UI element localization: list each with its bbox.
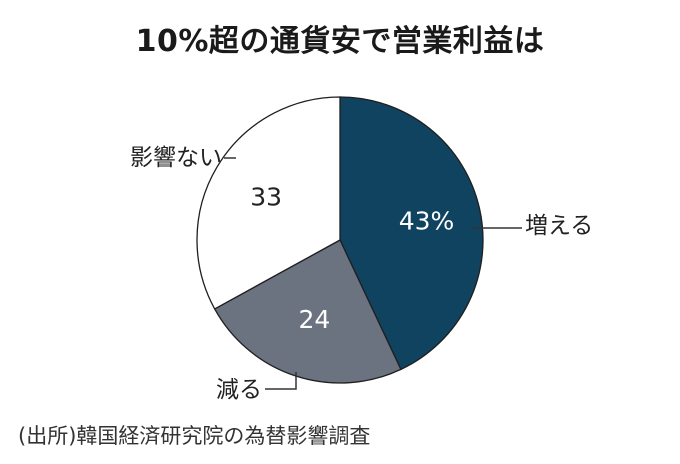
slice-category-label-3: 影響ない bbox=[130, 145, 222, 171]
leader-line-2 bbox=[265, 372, 297, 390]
slice-value-label-1: 43% bbox=[399, 207, 455, 236]
slice-value-label-3: 33 bbox=[250, 182, 282, 211]
slice-value-label-2: 24 bbox=[298, 305, 330, 334]
slice-category-label-1: 増える bbox=[525, 213, 593, 239]
chart-title: 10%超の通貨安で営業利益は bbox=[135, 24, 545, 59]
slice-category-label-2: 減る bbox=[216, 377, 262, 403]
pie-slice-3 bbox=[196, 96, 341, 310]
pie-slice-1 bbox=[339, 96, 484, 371]
source-note: (出所)韓国経済研究院の為替影響調査 bbox=[18, 424, 371, 448]
